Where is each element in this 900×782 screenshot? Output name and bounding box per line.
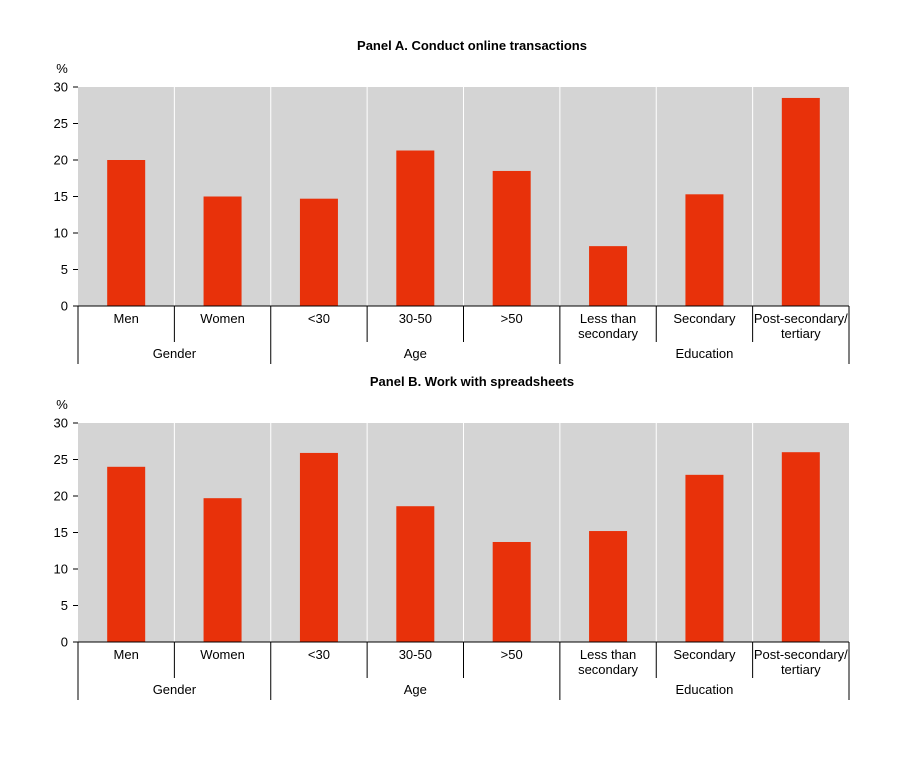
- bar: [299, 198, 338, 306]
- x-tick-label: Secondary: [673, 647, 736, 662]
- group-label: Age: [404, 682, 427, 697]
- group-label: Gender: [153, 346, 197, 361]
- x-tick-label: Less than: [580, 647, 636, 662]
- x-tick-label: Men: [114, 311, 139, 326]
- y-axis-unit-label: %: [56, 397, 68, 412]
- y-tick-label: 15: [54, 525, 68, 540]
- x-tick-label: tertiary: [781, 326, 821, 341]
- y-tick-label: 30: [54, 80, 68, 95]
- bar: [589, 531, 628, 642]
- bar: [107, 466, 146, 642]
- bar: [781, 97, 820, 306]
- x-tick-label: Women: [200, 647, 245, 662]
- x-tick-label: 30-50: [399, 311, 432, 326]
- bar: [492, 541, 531, 642]
- x-tick-label: Men: [114, 647, 139, 662]
- x-tick-label: >50: [501, 311, 523, 326]
- x-tick-label: <30: [308, 311, 330, 326]
- bar: [203, 498, 242, 642]
- bar: [685, 474, 724, 642]
- x-tick-label: secondary: [578, 662, 638, 677]
- x-tick-label: Women: [200, 311, 245, 326]
- y-tick-label: 15: [54, 189, 68, 204]
- x-tick-label: Post-secondary/: [754, 311, 848, 326]
- x-tick-label: secondary: [578, 326, 638, 341]
- bar: [492, 170, 531, 306]
- bar: [299, 452, 338, 642]
- x-tick-label: >50: [501, 647, 523, 662]
- bar: [589, 246, 628, 306]
- y-tick-label: 5: [61, 598, 68, 613]
- chart-panel-b: Panel B. Work with spreadsheets% 0 5 10 15 20…: [54, 374, 850, 700]
- x-tick-label: Post-secondary/: [754, 647, 848, 662]
- y-tick-label: 10: [54, 562, 68, 577]
- x-tick-label: 30-50: [399, 647, 432, 662]
- chart-panel-a: Panel A. Conduct online transactions% 0 5 1…: [54, 38, 850, 364]
- y-tick-label: 30: [54, 416, 68, 431]
- bar: [203, 196, 242, 306]
- x-tick-label: tertiary: [781, 662, 821, 677]
- chart-title: Panel B. Work with spreadsheets: [370, 374, 574, 389]
- chart-title: Panel A. Conduct online transactions: [357, 38, 587, 53]
- bar: [685, 194, 724, 306]
- y-tick-label: 10: [54, 226, 68, 241]
- group-label: Gender: [153, 682, 197, 697]
- y-axis-unit-label: %: [56, 61, 68, 76]
- bar: [396, 506, 435, 642]
- x-tick-label: Secondary: [673, 311, 736, 326]
- y-tick-label: 0: [61, 635, 68, 650]
- y-tick-label: 0: [61, 299, 68, 314]
- y-tick-label: 5: [61, 262, 68, 277]
- group-label: Education: [676, 346, 734, 361]
- bar: [396, 150, 435, 306]
- x-tick-label: Less than: [580, 311, 636, 326]
- bar: [107, 160, 146, 306]
- group-label: Education: [676, 682, 734, 697]
- y-tick-label: 20: [54, 489, 68, 504]
- group-label: Age: [404, 346, 427, 361]
- y-tick-label: 25: [54, 452, 68, 467]
- y-tick-label: 20: [54, 153, 68, 168]
- x-tick-label: <30: [308, 647, 330, 662]
- bar: [781, 452, 820, 642]
- y-tick-label: 25: [54, 116, 68, 131]
